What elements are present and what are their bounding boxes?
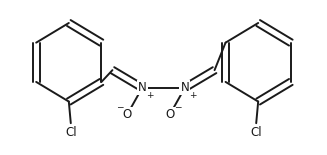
Text: +: +	[146, 91, 154, 100]
Text: N: N	[181, 81, 189, 94]
Text: +: +	[189, 91, 197, 100]
Text: Cl: Cl	[250, 126, 262, 140]
Text: O: O	[123, 108, 132, 121]
Text: Cl: Cl	[65, 126, 77, 140]
Text: −: −	[174, 102, 181, 111]
Text: −: −	[116, 102, 123, 111]
Text: N: N	[138, 81, 146, 94]
Text: O: O	[165, 108, 175, 121]
